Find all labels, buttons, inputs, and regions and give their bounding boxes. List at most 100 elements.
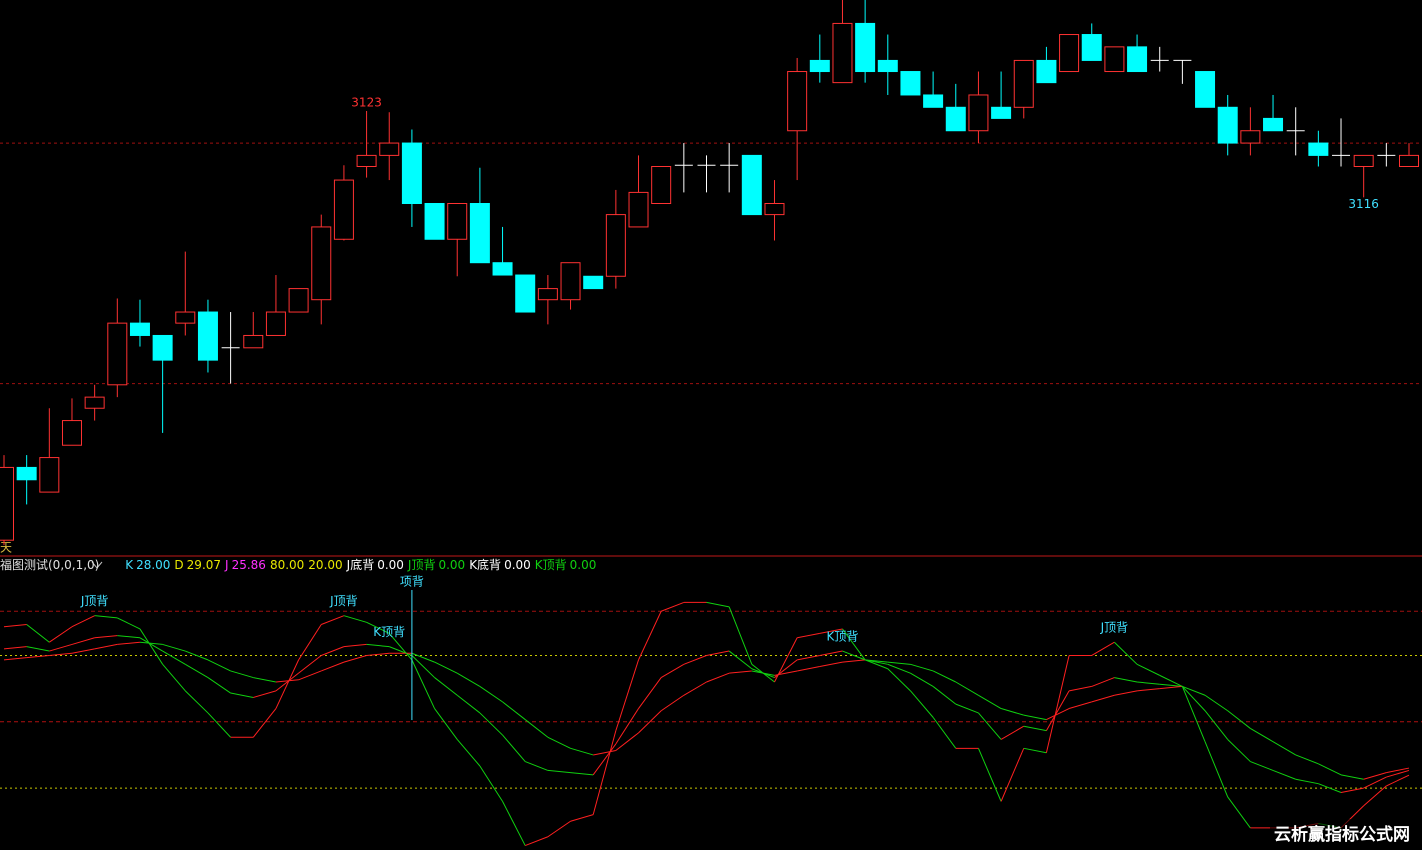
indicator-segment (547, 820, 571, 838)
indicator-segment (207, 712, 231, 738)
candle-body (855, 22, 876, 73)
indicator-segment (117, 635, 141, 639)
candle-body (61, 420, 82, 446)
indicator-segment (638, 611, 662, 661)
candle-body (1263, 117, 1284, 132)
indicator-segment (184, 690, 209, 714)
indicator-segment (502, 701, 526, 720)
candle-body (356, 154, 377, 167)
candle-body (583, 275, 604, 290)
candle-body (265, 311, 286, 336)
indicator-segment (207, 659, 231, 672)
indicator-segment (1137, 681, 1160, 685)
indicator-segment (252, 708, 277, 738)
legend-name: K底背 (469, 558, 502, 572)
indicator-segment (502, 801, 526, 846)
indicator-segment (1137, 688, 1160, 692)
indicator-segment (366, 643, 390, 648)
dropdown-icon[interactable] (91, 561, 103, 569)
candle-body (923, 94, 944, 108)
indicator-segment (638, 677, 662, 709)
indicator-segment (26, 624, 50, 643)
indicator-segment (456, 739, 481, 767)
indicator-segment (434, 708, 458, 740)
indicator-segment (706, 672, 730, 683)
indicator-segment (3, 657, 27, 661)
indicator-segment (819, 650, 843, 656)
indicator-segment (1045, 690, 1070, 731)
indicator-segment (3, 624, 27, 628)
candle-body (741, 154, 762, 216)
indicator-segment (1045, 655, 1070, 753)
indicator-segment (49, 643, 73, 652)
indicator-segment (162, 663, 186, 692)
legend-name: J底背 (346, 558, 375, 572)
indicator-segment (1340, 774, 1364, 780)
indicator-segment (117, 641, 141, 645)
candle-body (1399, 154, 1419, 167)
indicator-segment (1181, 686, 1206, 742)
indicator-segment (977, 748, 1002, 802)
indicator-segment (275, 679, 299, 683)
indicator-segment (1386, 769, 1410, 778)
indicator-segment (1363, 785, 1387, 807)
indicator-segment (253, 690, 277, 698)
indicator-segment (1386, 767, 1410, 774)
candle-body (175, 311, 196, 324)
indicator-segment (955, 681, 979, 696)
candle-body (628, 191, 649, 228)
price-annotation: 3116 (1348, 197, 1379, 211)
indicator-segment (1250, 727, 1274, 743)
candle-body (605, 214, 626, 277)
indicator-segment (570, 814, 594, 822)
candle-body (197, 311, 218, 361)
candle-body (129, 322, 150, 336)
indicator-segment (728, 650, 753, 670)
indicator-segment (978, 712, 1002, 740)
candle-body (1104, 46, 1125, 73)
indicator-segment (547, 736, 571, 749)
indicator-segment (1363, 776, 1387, 789)
indicator-segment (1068, 685, 1092, 692)
candle-body (84, 396, 105, 409)
price-annotation: 3123 (351, 96, 382, 110)
indicator-segment (1227, 796, 1251, 829)
indicator-segment (389, 646, 413, 656)
indicator-segment (298, 624, 322, 661)
indicator-segment (1363, 772, 1387, 780)
candle-body (469, 203, 490, 264)
indicator-segment (1000, 748, 1025, 802)
candle-body (107, 322, 128, 386)
candle-body (515, 274, 536, 313)
indicator-segment (1091, 641, 1115, 656)
indicator-segment (819, 661, 843, 668)
candle-body (945, 106, 966, 132)
indicator-segment (865, 659, 888, 663)
candle-body (1081, 34, 1102, 61)
indicator-segment (162, 650, 186, 665)
legend-value: 0.00 (504, 558, 531, 572)
indicator-segment (774, 637, 798, 683)
indicator-segment (887, 663, 911, 674)
indicator-segment (26, 654, 50, 659)
indicator-segment (343, 654, 367, 663)
indicator-segment (706, 601, 730, 608)
candle-body (333, 179, 354, 240)
indicator-legend: 福图测试(0,0,1,0) K 28.00 D 29.07 J 25.86 80.00 20.… (0, 557, 600, 573)
indicator-segment (797, 632, 820, 639)
legend-value: 29.07 (186, 558, 222, 572)
candle-body (1127, 46, 1148, 73)
indicator-segment (932, 686, 957, 705)
legend-value: 0.00 (377, 558, 404, 572)
indicator-segment (479, 686, 503, 703)
candle-body (447, 203, 468, 240)
indicator-segment (253, 677, 277, 683)
indicator-segment (49, 652, 73, 656)
indicator-segment (3, 646, 27, 650)
indicator-segment (728, 606, 753, 665)
indicator-title[interactable]: 福图测试(0,0,1,0) (0, 558, 100, 572)
indicator-segment (1295, 778, 1319, 785)
indicator-segment (411, 659, 436, 709)
indicator-segment (230, 692, 254, 698)
